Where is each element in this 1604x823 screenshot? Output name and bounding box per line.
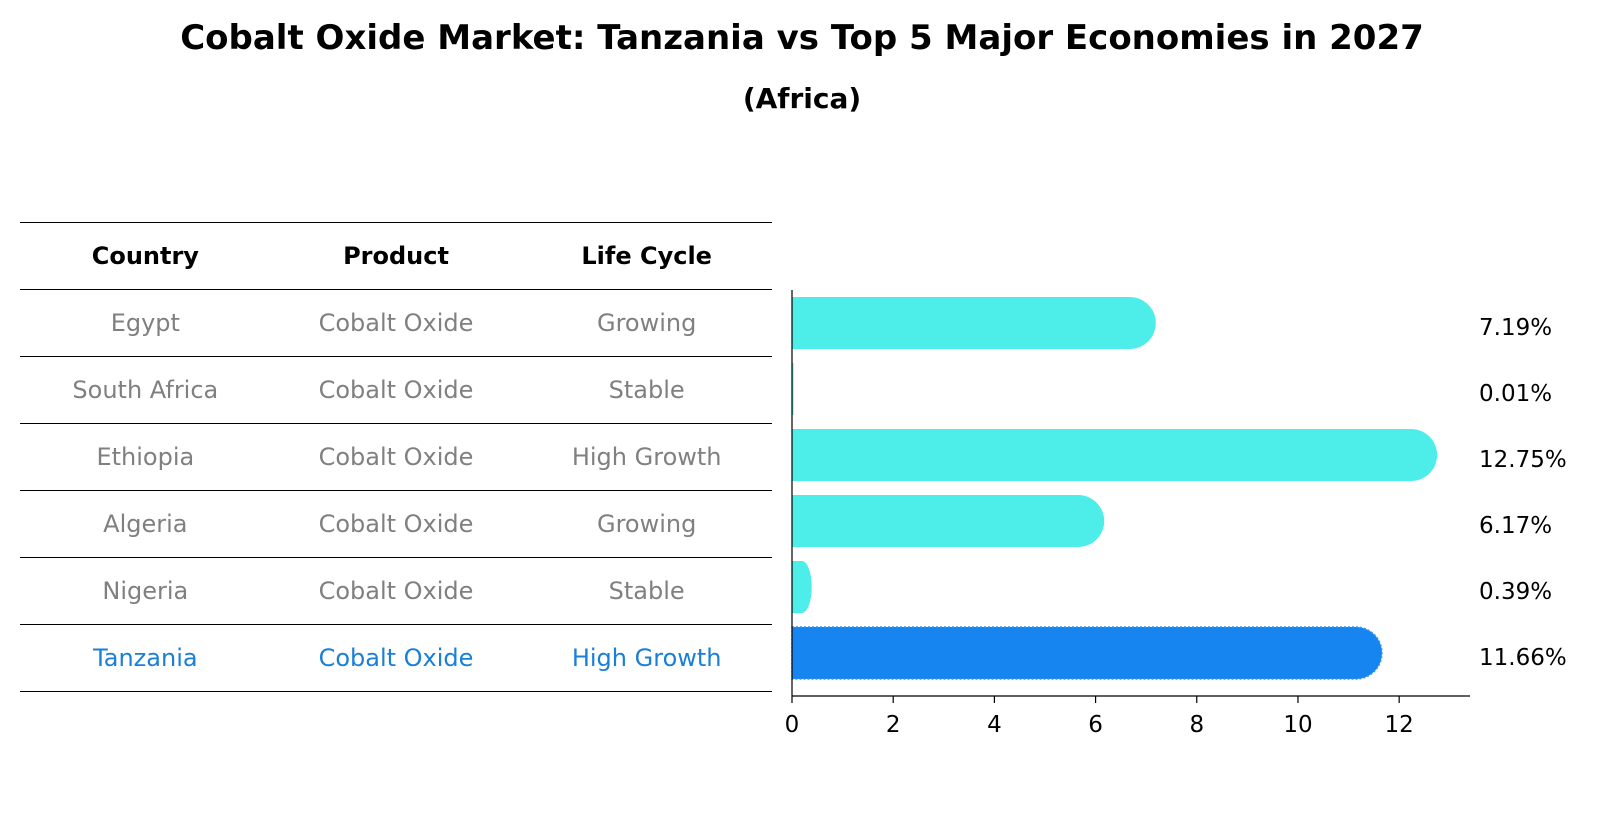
product-cell: Cobalt Oxide — [318, 376, 474, 404]
table-row: Egypt Cobalt Oxide Growing — [20, 289, 772, 356]
country-cell: South Africa — [72, 376, 219, 404]
product-cell: Cobalt Oxide — [318, 443, 474, 471]
product-cell: Cobalt Oxide — [318, 644, 474, 672]
table-row: Algeria Cobalt Oxide Growing — [20, 490, 772, 557]
header-country: Country — [91, 242, 199, 270]
table-header-row: Country Product Life Cycle — [20, 222, 772, 289]
value-label-algeria: 6.17% — [1479, 513, 1552, 539]
table-row: Nigeria Cobalt Oxide Stable — [20, 557, 772, 624]
x-tick-label: 2 — [886, 712, 901, 738]
bar-tanzania — [791, 626, 1383, 680]
x-tick-label: 4 — [987, 712, 1002, 738]
product-cell: Cobalt Oxide — [318, 309, 474, 337]
bar-ethiopia — [792, 429, 1438, 481]
bar-egypt — [792, 297, 1156, 349]
life-cycle-cell: High Growth — [571, 644, 722, 672]
table-row-highlight: Tanzania Cobalt Oxide High Growth — [20, 624, 772, 692]
x-tick-label: 0 — [785, 712, 800, 738]
header-life-cycle: Life Cycle — [581, 242, 712, 270]
country-cell: Algeria — [103, 510, 188, 538]
country-cell: Egypt — [110, 309, 180, 337]
life-cycle-cell: High Growth — [571, 443, 722, 471]
product-cell: Cobalt Oxide — [318, 577, 474, 605]
x-tick-label: 12 — [1385, 712, 1414, 738]
bar-algeria — [792, 495, 1105, 547]
life-cycle-cell: Growing — [596, 309, 697, 337]
x-tick-label: 10 — [1283, 712, 1312, 738]
x-tick-label: 6 — [1088, 712, 1103, 738]
header-product: Product — [343, 242, 449, 270]
value-label-nigeria: 0.39% — [1479, 579, 1552, 605]
chart-subtitle: (Africa) — [742, 82, 862, 115]
bar-nigeria — [792, 561, 812, 613]
x-tick-label: 8 — [1189, 712, 1204, 738]
life-cycle-cell: Stable — [608, 577, 685, 605]
value-label-tanzania: 11.66% — [1479, 645, 1567, 671]
life-cycle-cell: Growing — [596, 510, 697, 538]
table-row: Ethiopia Cobalt Oxide High Growth — [20, 423, 772, 490]
value-label-ethiopia: 12.75% — [1479, 447, 1567, 473]
bar-south-africa — [792, 363, 794, 415]
country-cell: Ethiopia — [96, 443, 195, 471]
country-cell: Tanzania — [93, 644, 198, 672]
life-cycle-cell: Stable — [608, 376, 685, 404]
country-cell: Nigeria — [102, 577, 189, 605]
table-row: South Africa Cobalt Oxide Stable — [20, 356, 772, 423]
data-table: Country Product Life Cycle Egypt Cobalt … — [20, 222, 772, 692]
value-label-south-africa: 0.01% — [1479, 381, 1552, 407]
chart-title: Cobalt Oxide Market: Tanzania vs Top 5 M… — [180, 18, 1424, 58]
value-label-egypt: 7.19% — [1479, 315, 1552, 341]
product-cell: Cobalt Oxide — [318, 510, 474, 538]
